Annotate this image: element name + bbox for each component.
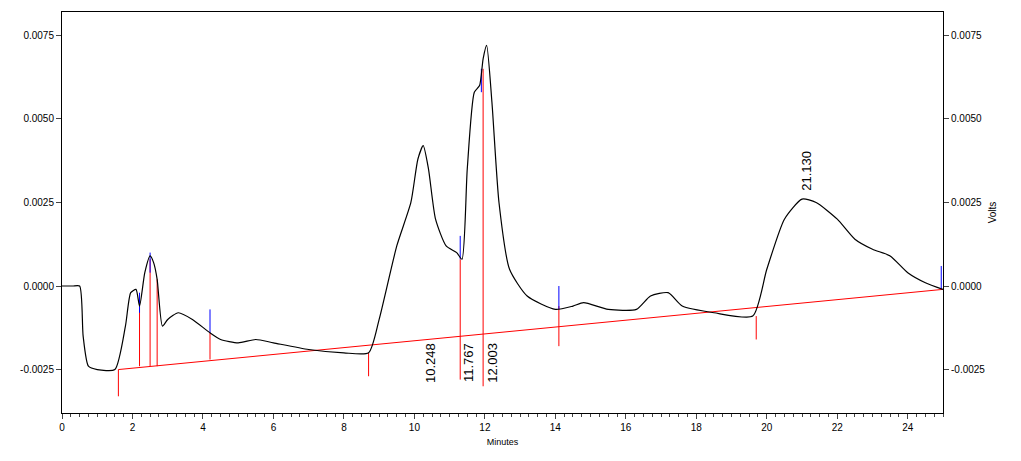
svg-text:-0.0025: -0.0025: [951, 364, 985, 375]
svg-text:0.0075: 0.0075: [951, 30, 982, 41]
svg-text:0.0000: 0.0000: [23, 281, 54, 292]
svg-text:12: 12: [479, 422, 491, 433]
svg-text:22: 22: [832, 422, 844, 433]
svg-text:20: 20: [761, 422, 773, 433]
svg-text:21.130: 21.130: [799, 151, 814, 191]
svg-text:0.0075: 0.0075: [23, 30, 54, 41]
svg-text:0.0050: 0.0050: [951, 113, 982, 124]
svg-text:8: 8: [341, 422, 347, 433]
svg-text:24: 24: [902, 422, 914, 433]
svg-text:12.003: 12.003: [485, 343, 500, 383]
svg-text:16: 16: [620, 422, 632, 433]
svg-text:10: 10: [409, 422, 421, 433]
svg-text:0.0050: 0.0050: [23, 113, 54, 124]
svg-text:2: 2: [130, 422, 136, 433]
svg-text:11.767: 11.767: [461, 343, 476, 382]
svg-text:10.248: 10.248: [423, 343, 438, 383]
svg-text:4: 4: [200, 422, 206, 433]
svg-text:-0.0025: -0.0025: [20, 364, 54, 375]
svg-text:6: 6: [271, 422, 277, 433]
svg-text:0.0000: 0.0000: [951, 281, 982, 292]
svg-text:18: 18: [691, 422, 703, 433]
svg-text:0.0025: 0.0025: [951, 197, 982, 208]
svg-text:Volts: Volts: [987, 202, 998, 224]
svg-text:Minutes: Minutes: [487, 437, 519, 447]
svg-text:0.0025: 0.0025: [23, 197, 54, 208]
svg-text:0: 0: [59, 422, 65, 433]
svg-text:14: 14: [550, 422, 562, 433]
